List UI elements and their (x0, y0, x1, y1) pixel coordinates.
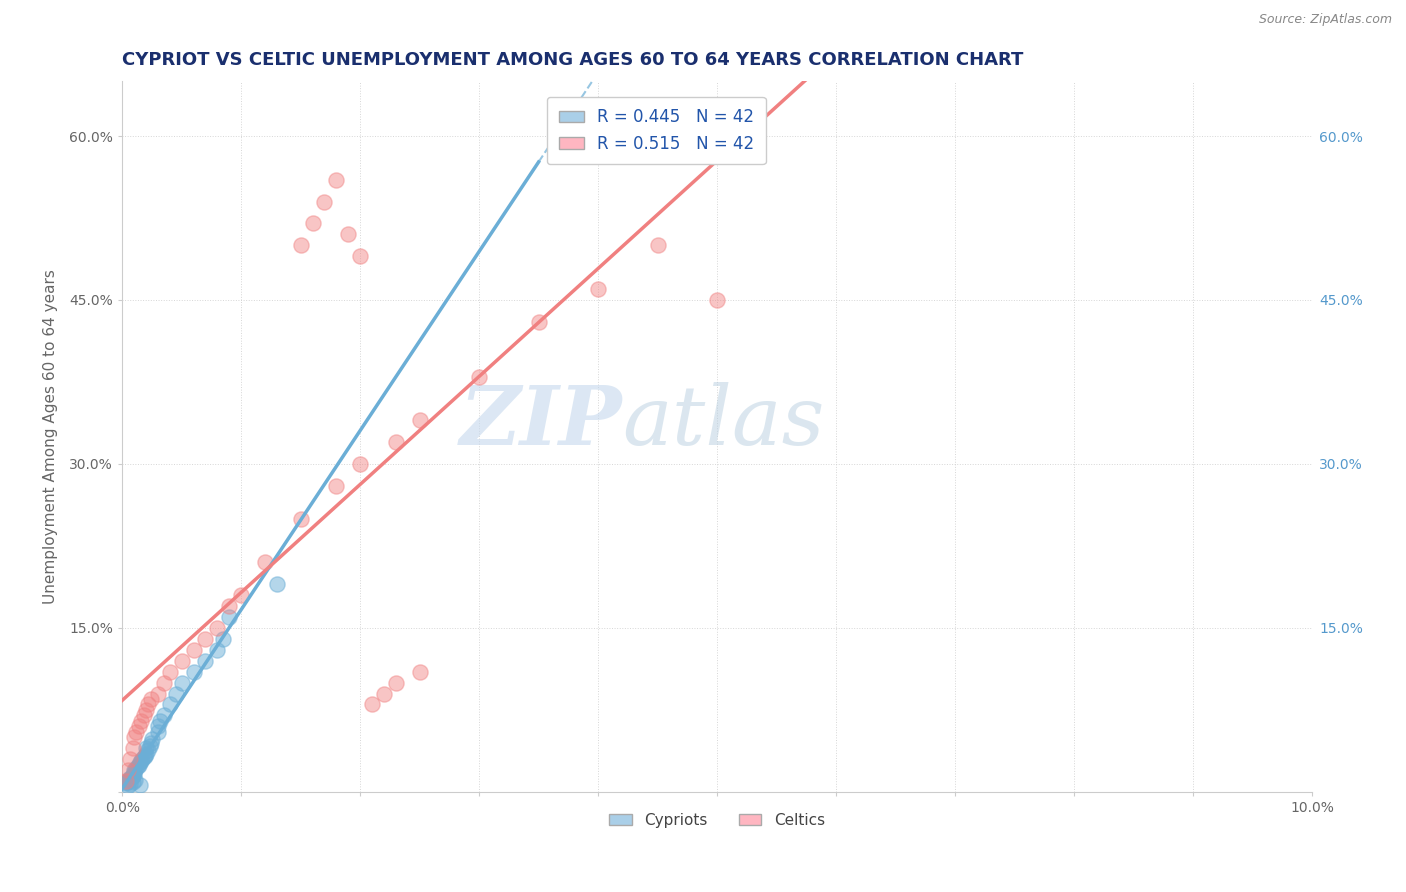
Point (146, 719, 169, 733)
Point (337, 227, 360, 242)
Point (212, 632, 235, 646)
Point (122, 767, 145, 781)
Point (408, 413, 430, 427)
Point (134, 748, 156, 763)
Point (146, 687, 169, 701)
Point (121, 741, 143, 756)
Point (124, 772, 146, 787)
Point (207, 643, 229, 657)
Point (165, 687, 187, 701)
Point (349, 249, 371, 263)
Point (373, 687, 395, 701)
Point (121, 768, 143, 782)
Point (361, 698, 384, 712)
Point (122, 731, 145, 745)
Point (408, 665, 430, 679)
Point (129, 714, 152, 728)
Point (149, 714, 172, 728)
Point (385, 675, 408, 690)
Point (586, 282, 609, 296)
Point (117, 780, 139, 794)
Point (120, 752, 142, 766)
Point (194, 632, 217, 646)
Point (132, 750, 155, 764)
Point (325, 479, 347, 493)
Point (159, 698, 181, 712)
Point (135, 741, 157, 756)
Point (139, 692, 162, 706)
Point (349, 457, 371, 471)
Point (121, 775, 143, 789)
Point (129, 756, 152, 770)
Text: CYPRIOT VS CELTIC UNEMPLOYMENT AMONG AGES 60 TO 64 YEARS CORRELATION CHART: CYPRIOT VS CELTIC UNEMPLOYMENT AMONG AGE… (122, 51, 1024, 69)
Text: Source: ZipAtlas.com: Source: ZipAtlas.com (1258, 13, 1392, 27)
Point (131, 752, 153, 766)
Point (136, 698, 159, 712)
Point (129, 778, 152, 792)
Point (117, 763, 139, 777)
Point (122, 765, 145, 780)
Point (218, 610, 240, 624)
Point (120, 777, 142, 791)
Y-axis label: Unemployment Among Ages 60 to 64 years: Unemployment Among Ages 60 to 64 years (44, 269, 58, 604)
Point (127, 758, 149, 772)
Point (290, 238, 312, 252)
Point (135, 747, 157, 761)
Point (706, 293, 728, 307)
Point (125, 724, 148, 739)
Point (159, 665, 181, 679)
Text: atlas: atlas (621, 383, 824, 462)
Point (141, 732, 163, 747)
Point (385, 435, 408, 450)
Point (139, 736, 162, 750)
Point (468, 369, 491, 384)
Point (117, 774, 139, 789)
Point (125, 761, 148, 775)
Point (527, 315, 550, 329)
Point (114, 774, 136, 789)
Point (114, 776, 136, 790)
Legend: Cypriots, Celtics: Cypriots, Celtics (603, 807, 831, 834)
Point (266, 577, 288, 591)
Point (135, 703, 157, 717)
Point (132, 708, 155, 723)
Point (290, 511, 312, 525)
Point (253, 555, 276, 569)
Point (647, 238, 669, 252)
Point (136, 743, 159, 757)
Point (170, 654, 193, 668)
Point (325, 173, 347, 187)
Point (121, 770, 143, 784)
Point (194, 654, 217, 668)
Point (129, 755, 152, 769)
Point (314, 194, 336, 209)
Point (120, 771, 142, 785)
Point (229, 588, 252, 602)
Point (301, 217, 323, 231)
Point (115, 775, 138, 789)
Point (138, 739, 160, 753)
Point (128, 719, 150, 733)
Point (122, 763, 145, 777)
Point (146, 724, 169, 739)
Point (118, 772, 141, 786)
Text: ZIP: ZIP (460, 383, 621, 462)
Point (183, 665, 205, 679)
Point (128, 757, 150, 772)
Point (207, 621, 229, 635)
Point (218, 599, 240, 613)
Point (152, 708, 174, 723)
Point (170, 675, 193, 690)
Point (183, 643, 205, 657)
Point (152, 675, 174, 690)
